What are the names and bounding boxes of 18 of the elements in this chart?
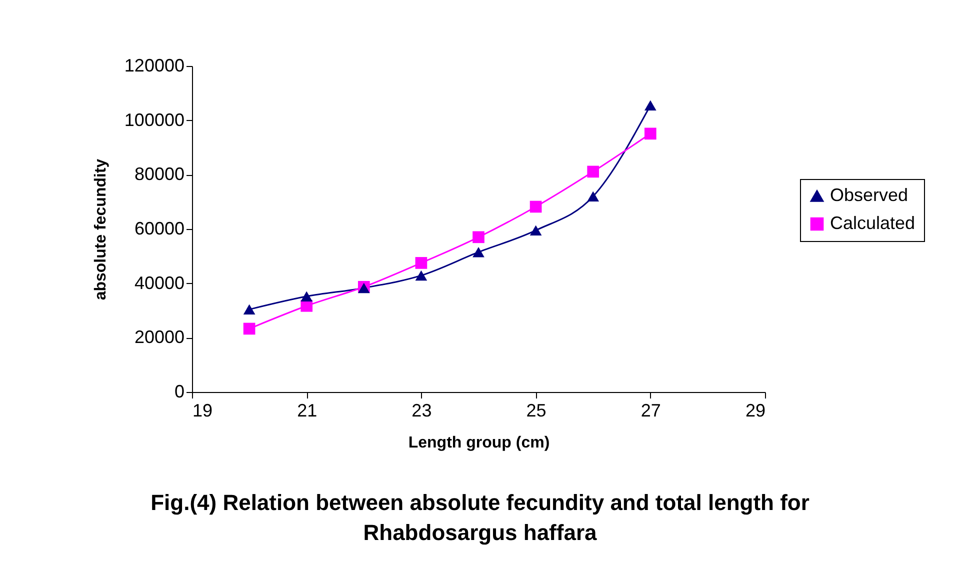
- y-tick-label: 40000: [134, 272, 184, 293]
- y-tick-label: 100000: [124, 110, 184, 130]
- legend-label: Calculated: [830, 213, 916, 233]
- x-tick-label: 27: [640, 400, 661, 420]
- x-tick-label: 19: [192, 400, 213, 420]
- y-tick-label: 20000: [134, 327, 184, 348]
- y-axis-title: absolute fecundity: [92, 158, 110, 300]
- y-tick-label: 60000: [134, 218, 184, 238]
- x-tick-label: 29: [745, 400, 766, 420]
- text: Fig.(4) Relation between absolute fecundity and total length for Rhabdosargus haffara: [150, 489, 810, 547]
- y-tick-label: 0: [174, 382, 184, 402]
- y-tick-label: 120000: [124, 56, 184, 76]
- y-tick-label: 80000: [134, 164, 184, 184]
- x-axis-title: Length group (cm): [408, 434, 550, 452]
- x-tick-label: 23: [412, 400, 432, 420]
- x-tick-label: 21: [297, 400, 318, 420]
- legend-label: Observed: [830, 185, 908, 205]
- x-tick-label: 25: [526, 400, 546, 420]
